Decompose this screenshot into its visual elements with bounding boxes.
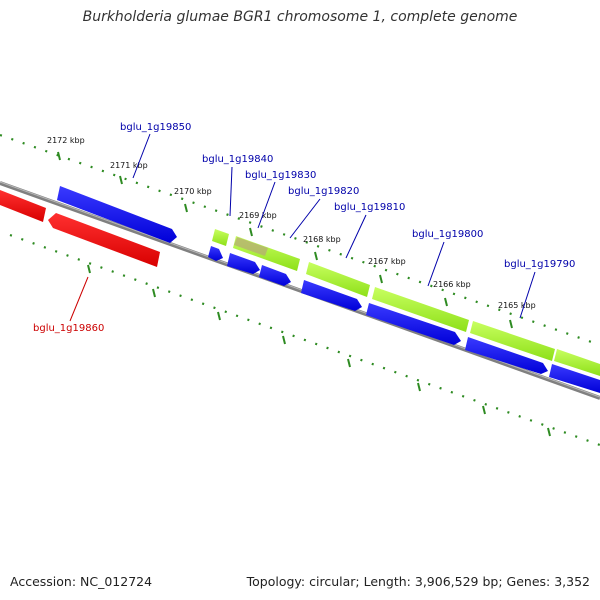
backbone <box>0 181 600 400</box>
gene-labels: bglu_1g19850 bglu_1g19840 bglu_1g19830 b… <box>33 122 575 334</box>
gene-label-bglu-1g19810[interactable]: bglu_1g19810 <box>334 202 405 213</box>
green-feature <box>306 262 370 297</box>
backbone-highlight <box>0 181 600 398</box>
leader-line-bglu-1g19850 <box>132 133 151 179</box>
map-title: Burkholderia glumae BGR1 chromosome 1, c… <box>82 9 518 25</box>
kbp-label: 2165 kbp <box>498 301 536 310</box>
kbp-label: 2166 kbp <box>433 280 471 289</box>
leader-lines <box>69 133 536 322</box>
gene-bglu-1g19800[interactable] <box>366 303 461 345</box>
forward-genes <box>57 186 600 393</box>
inner-tick <box>282 335 286 345</box>
green-feature <box>372 287 469 332</box>
outer-tick-row <box>0 133 600 347</box>
leader-line-bglu-1g19860 <box>69 276 89 322</box>
gene-label-bglu-1g19830[interactable]: bglu_1g19830 <box>245 170 316 181</box>
gene-forward-edge[interactable] <box>549 364 600 393</box>
kbp-tick <box>314 251 318 261</box>
kbp-label: 2168 kbp <box>303 235 341 244</box>
outer-dotted-line <box>0 133 600 347</box>
kbp-label: 2169 kbp <box>239 211 277 220</box>
gene-bglu-1g19810[interactable] <box>301 280 362 311</box>
inner-tick <box>482 405 486 415</box>
green-feature <box>212 229 229 246</box>
inner-tick <box>347 358 351 368</box>
leader-line-bglu-1g19840 <box>229 166 233 217</box>
gene-label-bglu-1g19800[interactable]: bglu_1g19800 <box>412 229 483 240</box>
kbp-label: 2167 kbp <box>368 257 406 266</box>
inner-tick <box>87 264 91 274</box>
gene-bglu-1g19790[interactable] <box>465 337 548 374</box>
gene-bglu-1g19850[interactable] <box>57 186 177 243</box>
inner-tick <box>152 288 156 298</box>
gene-label-bglu-1g19790[interactable]: bglu_1g19790 <box>504 259 575 270</box>
green-feature <box>470 321 555 361</box>
leader-line-bglu-1g19790 <box>519 271 536 319</box>
kbp-label: 2170 kbp <box>174 187 212 196</box>
backbone-line <box>0 181 600 400</box>
kbp-tick <box>509 319 513 329</box>
kbp-tick <box>57 151 61 161</box>
leader-line-bglu-1g19810 <box>345 214 367 259</box>
leader-line-bglu-1g19820 <box>289 198 321 239</box>
inner-tick <box>417 382 421 392</box>
kbp-label: 2171 kbp <box>110 161 148 170</box>
kbp-tick <box>184 203 188 213</box>
kbp-tick <box>379 274 383 284</box>
reverse-genes <box>0 190 160 267</box>
gene-bglu-1g19830[interactable] <box>227 253 260 274</box>
gene-label-bglu-1g19840[interactable]: bglu_1g19840 <box>202 154 273 165</box>
kbp-tick <box>249 227 253 237</box>
kbp-tick <box>119 175 123 185</box>
gene-reverse-edge[interactable] <box>0 190 46 222</box>
kbp-labels: 2172 kbp 2171 kbp 2170 kbp 2169 kbp 2168… <box>47 136 536 310</box>
kbp-tick <box>444 297 448 307</box>
green-feature-track <box>212 229 600 376</box>
leader-line-bglu-1g19800 <box>427 241 445 287</box>
green-feature <box>554 349 600 376</box>
gene-label-bglu-1g19860[interactable]: bglu_1g19860 <box>33 323 104 334</box>
gene-bglu-1g19840[interactable] <box>208 246 223 261</box>
leader-line-bglu-1g19830 <box>257 181 276 229</box>
inner-tick <box>547 427 551 437</box>
kbp-label: 2172 kbp <box>47 136 85 145</box>
gene-label-bglu-1g19820[interactable]: bglu_1g19820 <box>288 186 359 197</box>
green-feature-shaded <box>234 237 268 256</box>
inner-tick-row <box>9 233 600 447</box>
inner-tick <box>217 311 221 321</box>
gene-label-bglu-1g19850[interactable]: bglu_1g19850 <box>120 122 191 133</box>
inner-dotted-line <box>9 233 600 447</box>
accession-text: Accession: NC_012724 <box>10 574 153 589</box>
gene-bglu-1g19820[interactable] <box>259 265 291 286</box>
gene-bglu-1g19860[interactable] <box>48 213 160 267</box>
topology-text: Topology: circular; Length: 3,906,529 bp… <box>246 574 590 589</box>
